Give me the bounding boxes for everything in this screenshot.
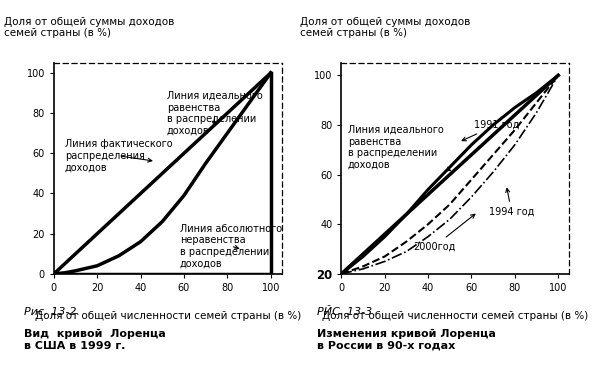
Text: Доля от общей суммы доходов
семей страны (в %): Доля от общей суммы доходов семей страны… bbox=[4, 17, 174, 38]
Text: 1994 год: 1994 год bbox=[489, 188, 534, 217]
Text: Линия фактического
распределения
доходов: Линия фактического распределения доходов bbox=[65, 139, 173, 172]
Text: Доля от общей численности семей страны (в %): Доля от общей численности семей страны (… bbox=[322, 311, 588, 321]
Text: 1991 год: 1991 год bbox=[462, 120, 519, 141]
Text: 2000год: 2000год bbox=[413, 214, 475, 252]
Text: Рис. 13-2.: Рис. 13-2. bbox=[24, 307, 80, 317]
Text: Вид  кривой  Лоренца
в США в 1999 г.: Вид кривой Лоренца в США в 1999 г. bbox=[24, 329, 166, 351]
Text: Линия абсолютного
неравенства
в распределении
доходов: Линия абсолютного неравенства в распреде… bbox=[180, 223, 282, 268]
Text: РЙС. 13-3.: РЙС. 13-3. bbox=[317, 307, 376, 317]
Text: Доля от общей численности семей страны (в %): Доля от общей численности семей страны (… bbox=[35, 311, 301, 321]
Text: Изменения кривой Лоренца
в России в 90-х годах: Изменения кривой Лоренца в России в 90-х… bbox=[317, 329, 497, 351]
Text: Доля от общей суммы доходов
семей страны (в %): Доля от общей суммы доходов семей страны… bbox=[301, 17, 471, 38]
Text: Линия идеального
равенства
в распределении
доходов: Линия идеального равенства в распределен… bbox=[348, 125, 450, 171]
Text: Линия идеального
равенства
в распределении
доходов: Линия идеального равенства в распределен… bbox=[167, 91, 262, 136]
